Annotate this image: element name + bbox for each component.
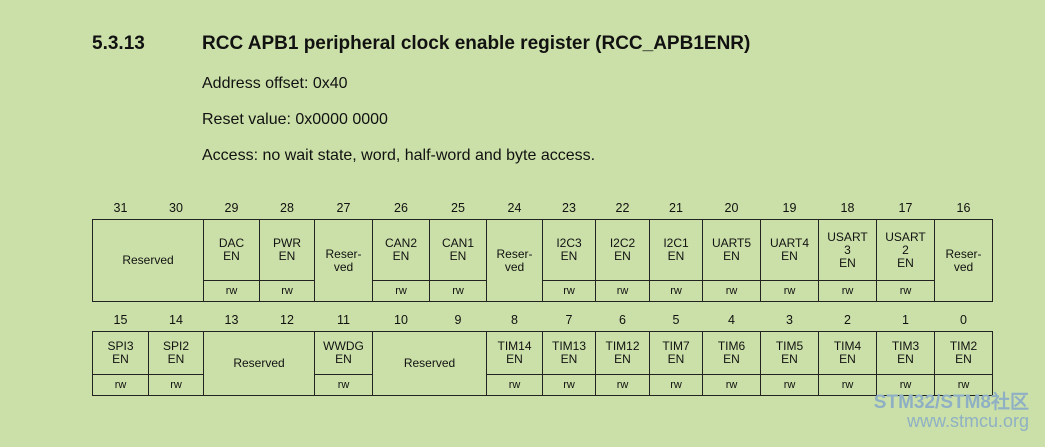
bit-number: 13 bbox=[224, 312, 239, 327]
register-field: PWR EN bbox=[259, 219, 315, 281]
section-number: 5.3.13 bbox=[92, 33, 145, 54]
register-field: Reserved bbox=[372, 331, 487, 396]
access-type: rw bbox=[595, 280, 650, 302]
access-type: rw bbox=[542, 374, 596, 396]
bit-number-row: 31 30 29 28 27 26 25 24 23 22 21 20 19 18 17 16 bbox=[93, 197, 993, 220]
watermark-url: www.stmcu.org bbox=[906, 411, 1029, 431]
bit-number: 22 bbox=[615, 200, 630, 215]
bit-number: 17 bbox=[898, 200, 913, 215]
register-field: TIM2 EN bbox=[934, 331, 993, 375]
bit-number: 29 bbox=[224, 200, 239, 215]
register-field: UART5 EN bbox=[702, 219, 761, 281]
bit-number: 21 bbox=[669, 200, 683, 215]
register-field: TIM7 EN bbox=[649, 331, 703, 375]
bit-number: 2 bbox=[844, 312, 851, 327]
access-type: rw bbox=[760, 280, 819, 302]
access-type: rw bbox=[934, 374, 993, 396]
register-field: TIM4 EN bbox=[818, 331, 877, 375]
bit-number: 5 bbox=[672, 312, 680, 327]
bit-number: 24 bbox=[507, 200, 522, 215]
access-row: rw rw rw rw rw rw rw rw rw rw rw bbox=[93, 280, 993, 302]
register-field: SPI2 EN bbox=[148, 331, 204, 375]
register-field: TIM5 EN bbox=[760, 331, 819, 375]
access-type: rw bbox=[259, 280, 315, 302]
access-type: rw bbox=[818, 374, 877, 396]
access-type: rw bbox=[760, 374, 819, 396]
register-field: TIM14 EN bbox=[486, 331, 543, 375]
bit-number: 10 bbox=[394, 312, 408, 327]
watermark-title: STM32/STM8社区 bbox=[873, 392, 1029, 413]
access-type: rw bbox=[429, 280, 487, 302]
register-field: I2C2 EN bbox=[595, 219, 650, 281]
register-field: TIM6 EN bbox=[702, 331, 761, 375]
register-field: Reser- ved bbox=[314, 219, 373, 302]
field-name-row: SPI3 EN SPI2 EN Reserved WWDG EN Reserved TIM… bbox=[92, 331, 993, 396]
bit-number: 1 bbox=[902, 312, 909, 327]
section-title: RCC APB1 peripheral clock enable registe… bbox=[202, 33, 751, 54]
bit-number: 19 bbox=[782, 200, 797, 215]
access-type: rw bbox=[876, 280, 935, 302]
access-type: rw bbox=[702, 374, 761, 396]
bit-number: 15 bbox=[113, 312, 128, 327]
bit-number: 20 bbox=[724, 200, 739, 215]
bit-number: 25 bbox=[451, 200, 465, 215]
access-info: Access: no wait state, word, half-word a… bbox=[202, 147, 596, 164]
register-field: Reserved bbox=[92, 219, 204, 302]
register-field: WWDG EN bbox=[314, 331, 373, 375]
bit-number: 30 bbox=[169, 200, 183, 215]
bit-number: 28 bbox=[280, 200, 294, 215]
register-field: I2C1 EN bbox=[649, 219, 703, 281]
register-field: SPI3 EN bbox=[92, 331, 149, 375]
access-type: rw bbox=[818, 280, 877, 302]
watermark: STM32/STM8社区 www.stmcu.org bbox=[873, 392, 1029, 431]
register-field: CAN2 EN bbox=[372, 219, 430, 281]
bit-number: 9 bbox=[454, 312, 462, 327]
bit-number-row: 15 14 13 12 11 10 9 8 7 6 5 4 3 2 1 0 bbox=[93, 309, 993, 332]
register-field: Reser- ved bbox=[486, 219, 543, 302]
register-field: UART4 EN bbox=[760, 219, 819, 281]
register-field: USART 3 EN bbox=[818, 219, 877, 281]
bit-number: 31 bbox=[113, 200, 128, 215]
bit-number: 7 bbox=[565, 312, 573, 327]
register-field: USART 2 EN bbox=[876, 219, 935, 281]
access-type: rw bbox=[314, 374, 373, 396]
register-field: TIM13 EN bbox=[542, 331, 596, 375]
access-type: rw bbox=[92, 374, 149, 396]
access-type: rw bbox=[702, 280, 761, 302]
register-field: DAC EN bbox=[203, 219, 260, 281]
register-field: CAN1 EN bbox=[429, 219, 487, 281]
field-name-row: Reserved DAC EN PWR EN Reser- ved CAN2 EN CAN… bbox=[92, 219, 993, 302]
register-field: I2C3 EN bbox=[542, 219, 596, 281]
register-table-lower: 15 14 13 12 11 10 9 8 7 6 5 4 3 2 1 0 SPI3 EN SPI2 EN Res… bbox=[92, 309, 993, 396]
register-table-upper: 31 30 29 28 27 26 25 24 23 22 21 20 19 18 17 16 Reserve… bbox=[92, 197, 993, 302]
bit-number: 23 bbox=[562, 200, 576, 215]
register-field: Reserved bbox=[203, 331, 315, 396]
reset-value: Reset value: 0x0000 0000 bbox=[202, 111, 388, 128]
access-type: rw bbox=[203, 280, 260, 302]
bit-number: 27 bbox=[336, 200, 351, 215]
bit-number: 12 bbox=[280, 312, 294, 327]
access-row: rw rw rw rw rw rw rw rw rw rw rw rw bbox=[92, 374, 993, 396]
bit-number: 0 bbox=[960, 312, 967, 327]
register-field: TIM12 EN bbox=[595, 331, 650, 375]
access-type: rw bbox=[649, 280, 703, 302]
bit-number: 6 bbox=[619, 312, 626, 327]
bit-number: 16 bbox=[956, 200, 971, 215]
access-type: rw bbox=[542, 280, 596, 302]
access-type: rw bbox=[649, 374, 703, 396]
bit-number: 14 bbox=[169, 312, 183, 327]
bit-number: 4 bbox=[728, 312, 735, 327]
bit-number: 26 bbox=[394, 200, 408, 215]
register-field: Reser- ved bbox=[934, 219, 993, 302]
access-type: rw bbox=[148, 374, 204, 396]
access-type: rw bbox=[595, 374, 650, 396]
address-offset: Address offset: 0x40 bbox=[202, 75, 348, 92]
bit-number: 8 bbox=[511, 312, 518, 327]
access-type: rw bbox=[486, 374, 543, 396]
bit-number: 18 bbox=[840, 200, 855, 215]
access-type: rw bbox=[372, 280, 430, 302]
bit-number: 11 bbox=[337, 312, 350, 327]
bit-number: 3 bbox=[786, 312, 793, 327]
register-field: TIM3 EN bbox=[876, 331, 935, 375]
